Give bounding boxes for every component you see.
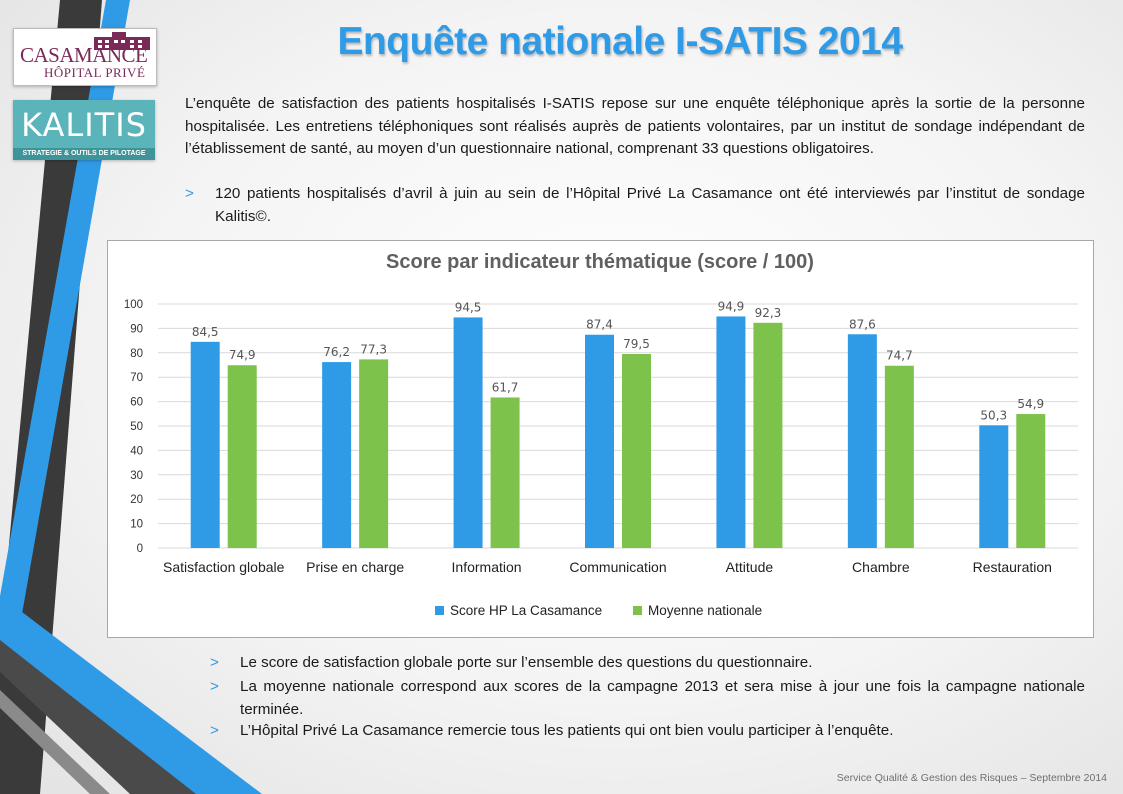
data-label: 79,5 (623, 337, 650, 351)
y-tick-label: 80 (130, 348, 143, 360)
data-label: 61,7 (492, 380, 519, 394)
bullet-chevron-icon: > (210, 678, 219, 695)
x-tick-label: Prise en charge (306, 559, 404, 575)
data-label: 94,5 (455, 300, 482, 314)
casamance-logo: CASAMANCE HÔPITAL PRIVÉ (13, 28, 157, 86)
intro-paragraph: L’enquête de satisfaction des patients h… (185, 95, 1085, 157)
y-tick-label: 60 (130, 397, 143, 409)
legend-swatch (633, 606, 642, 615)
score-chart: Score par indicateur thématique (score /… (107, 240, 1094, 638)
kalitis-logo-tagline: STRATEGIE & OUTILS DE PILOTAGE (13, 148, 155, 160)
chart-bar (190, 341, 220, 548)
x-tick-label: Information (452, 559, 522, 575)
bullet-chevron-icon: > (185, 185, 194, 202)
y-tick-label: 30 (130, 470, 143, 482)
data-label: 54,9 (1017, 397, 1044, 411)
x-tick-label: Communication (569, 559, 666, 575)
legend-label: Moyenne nationale (648, 603, 762, 618)
data-label: 87,4 (586, 318, 613, 332)
data-label: 77,3 (360, 342, 387, 356)
y-tick-label: 50 (130, 421, 143, 433)
chart-bar (227, 365, 257, 548)
intro-bullet: > 120 patients hospitalisés d’avril à ju… (185, 183, 1085, 228)
note-item: > La moyenne nationale correspond aux sc… (210, 676, 1085, 721)
y-tick-label: 0 (137, 543, 143, 555)
chart-title: Score par indicateur thématique (score /… (386, 251, 814, 273)
decorative-stripes (0, 0, 262, 794)
chart-bar (753, 322, 783, 548)
y-tick-label: 40 (130, 445, 143, 457)
legend-swatch (435, 606, 444, 615)
score-chart-svg: Score par indicateur thématique (score /… (124, 251, 1078, 618)
x-tick-label: Attitude (726, 559, 774, 575)
data-label: 74,7 (886, 349, 913, 363)
note-text: Le score de satisfaction globale porte s… (240, 654, 813, 671)
chart-bar (322, 362, 352, 548)
chart-bar (884, 365, 914, 548)
note-item: > L’Hôpital Privé La Casamance remercie … (210, 720, 1085, 743)
y-tick-label: 90 (130, 323, 143, 335)
chart-bar (847, 334, 877, 548)
casamance-logo-subtitle: HÔPITAL PRIVÉ (44, 65, 146, 80)
intro-bullet-text: 120 patients hospitalisés d’avril à juin… (215, 185, 1085, 225)
data-label: 92,3 (755, 306, 782, 320)
bullet-chevron-icon: > (210, 722, 219, 739)
casamance-logo-name: CASAMANCE (20, 43, 148, 67)
x-tick-label: Restauration (973, 559, 1052, 575)
kalitis-logo: KALITIS STRATEGIE & OUTILS DE PILOTAGE (13, 100, 155, 160)
data-label: 74,9 (229, 348, 256, 362)
data-label: 84,5 (192, 325, 219, 339)
chart-bar (979, 425, 1009, 548)
note-text: L’Hôpital Privé La Casamance remercie to… (240, 722, 894, 739)
y-tick-label: 70 (130, 372, 143, 384)
y-tick-label: 10 (130, 519, 143, 531)
chart-bar (716, 316, 746, 548)
x-tick-label: Satisfaction globale (163, 559, 285, 575)
legend-label: Score HP La Casamance (450, 603, 602, 618)
bullet-chevron-icon: > (210, 654, 219, 671)
note-text: La moyenne nationale correspond aux scor… (240, 678, 1085, 718)
hospital-building-icon (94, 32, 150, 50)
chart-bar (1016, 414, 1046, 548)
chart-bar (490, 397, 520, 548)
chart-bar (453, 317, 483, 548)
note-item: > Le score de satisfaction globale porte… (210, 652, 1085, 675)
chart-bar (622, 354, 651, 548)
data-label: 94,9 (718, 299, 745, 313)
x-tick-label: Chambre (852, 559, 910, 575)
data-label: 50,3 (980, 408, 1007, 422)
data-label: 76,2 (323, 345, 350, 359)
page-title: Enquête nationale I-SATIS 2014 (337, 20, 903, 63)
y-tick-label: 100 (124, 299, 143, 311)
kalitis-logo-name: KALITIS (21, 106, 147, 144)
y-tick-label: 20 (130, 494, 143, 506)
chart-bar (585, 334, 614, 548)
chart-bar (359, 359, 389, 548)
data-label: 87,6 (849, 317, 876, 331)
footer-text: Service Qualité & Gestion des Risques – … (836, 772, 1107, 784)
